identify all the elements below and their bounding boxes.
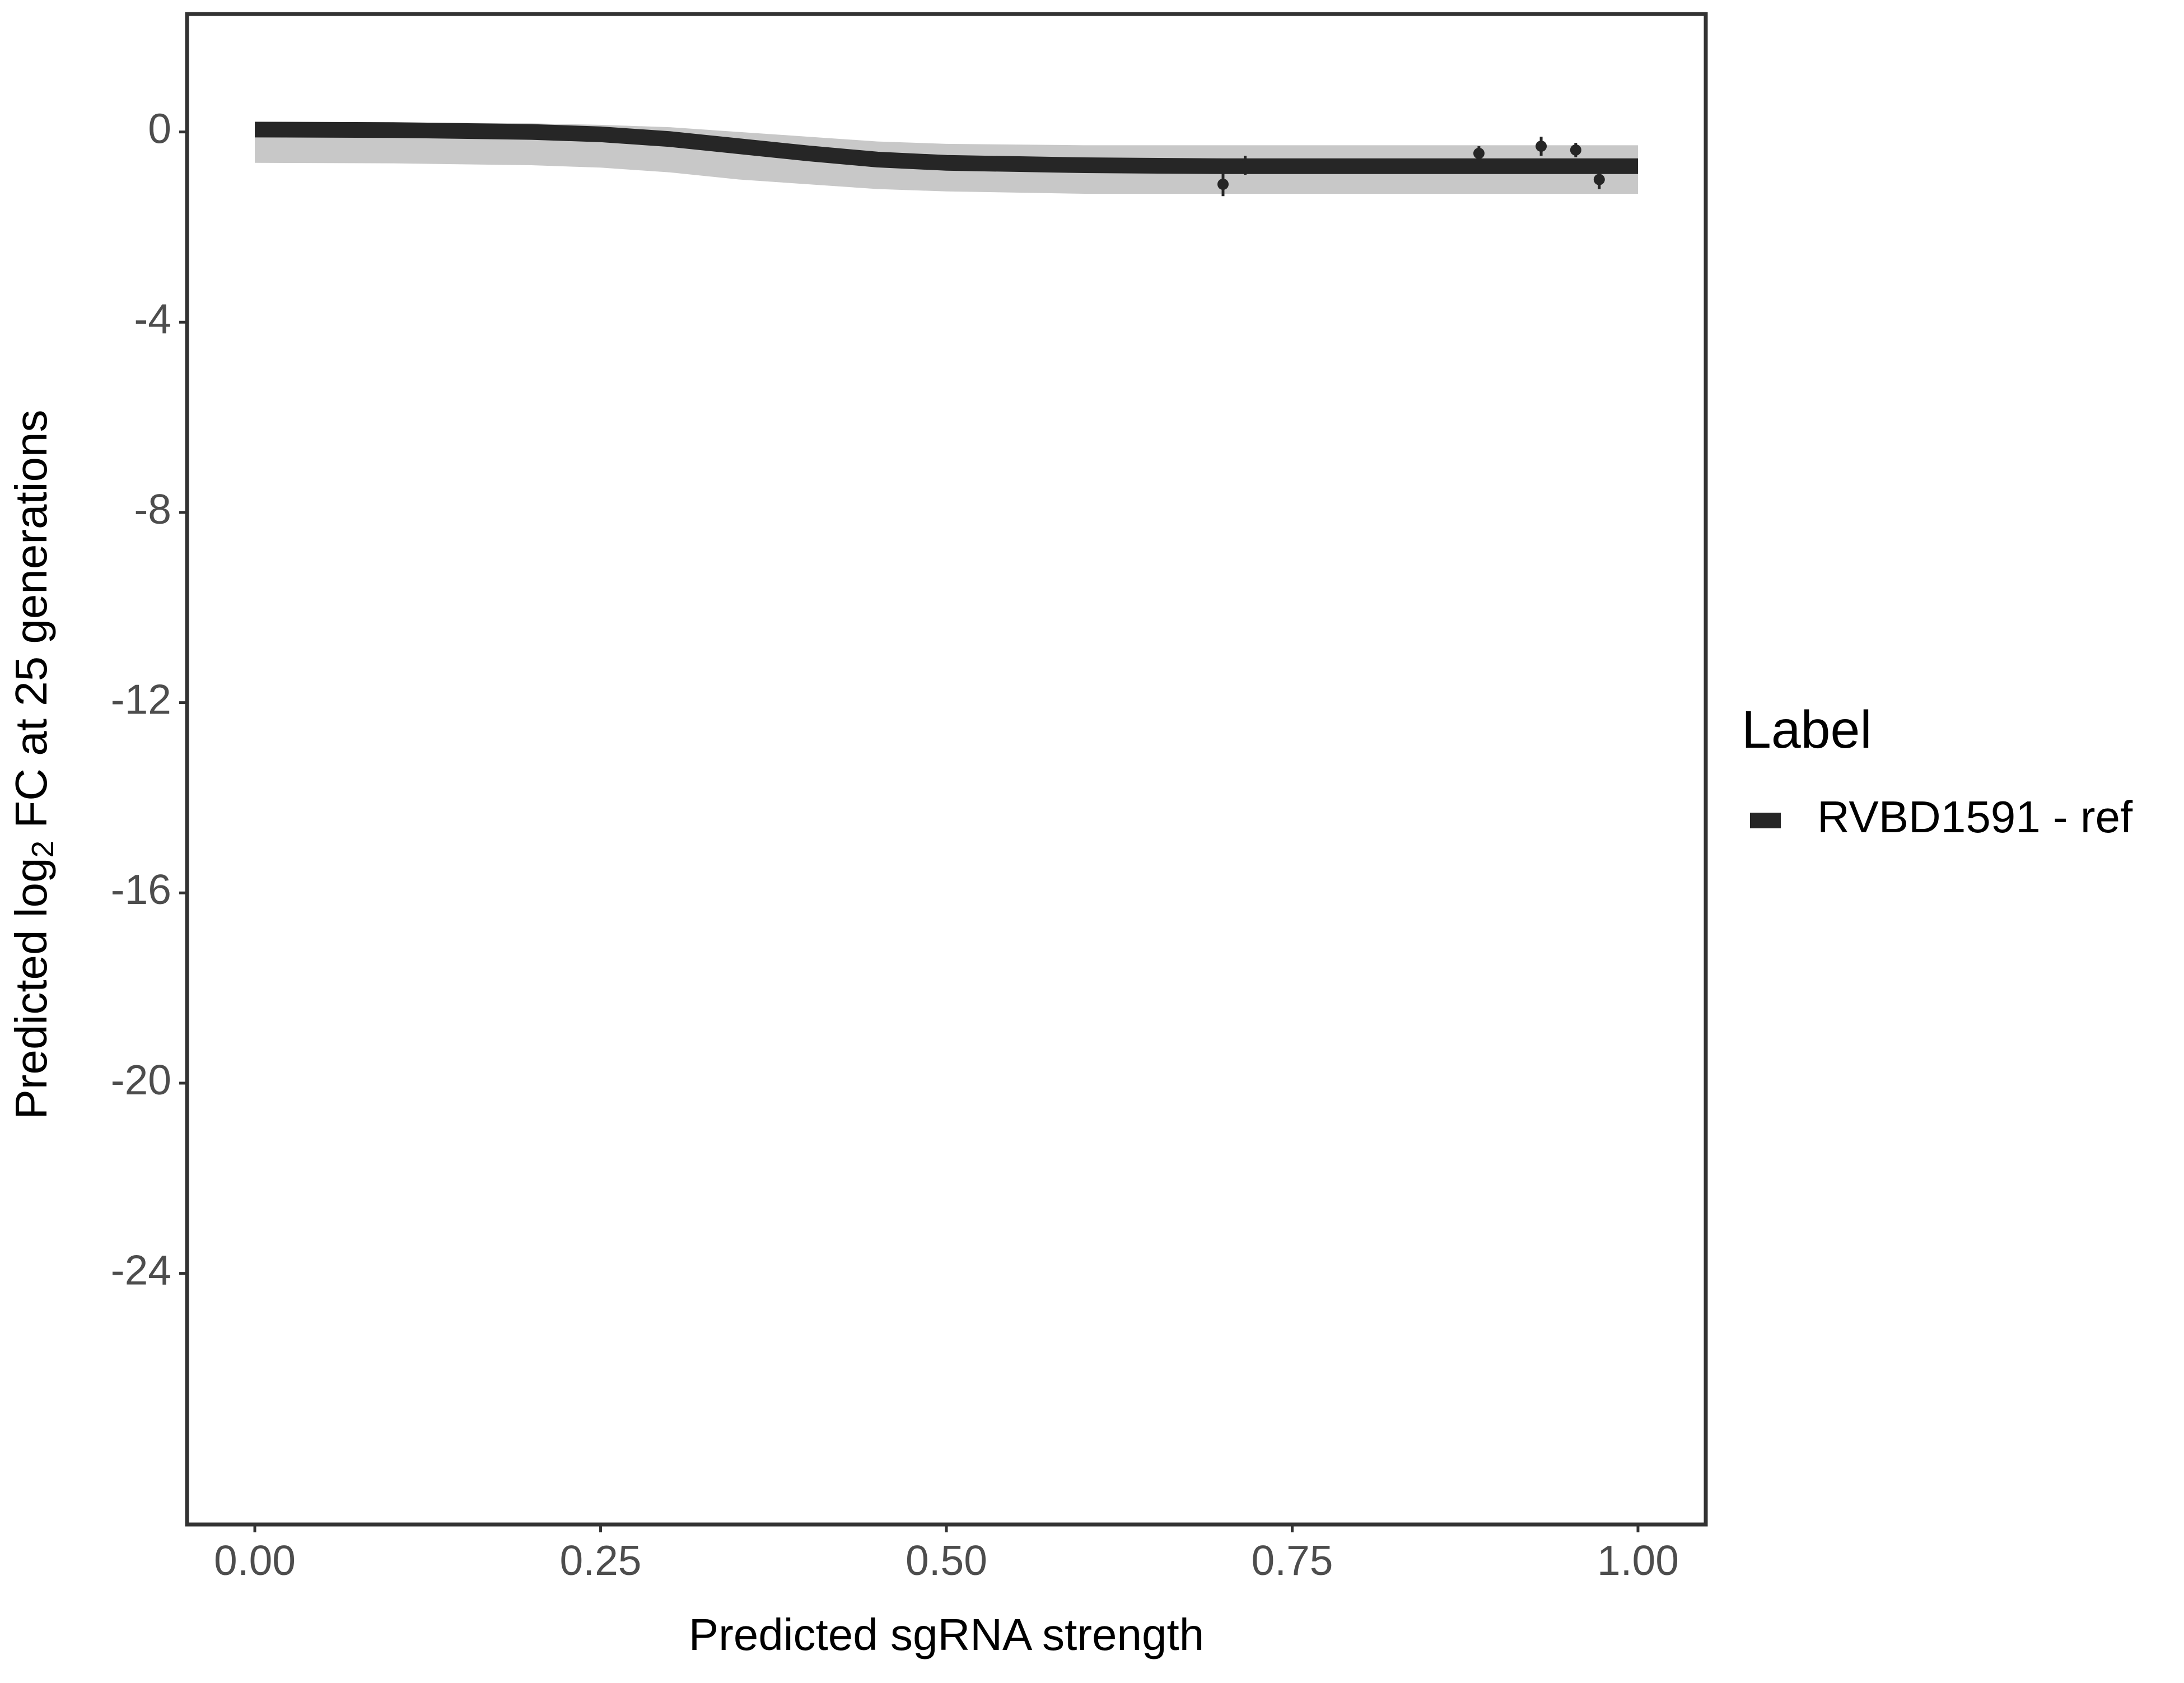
data-point [1593,174,1605,185]
x-tick-label: 0.25 [560,1537,642,1584]
data-point [1217,179,1229,190]
panel-border [185,12,1708,1527]
fit-line [254,122,1638,174]
data-point [1473,147,1485,159]
y-tick-label: -8 [134,486,171,533]
y-tick-label: -4 [134,295,171,342]
y-tick-label: -16 [111,866,171,913]
x-tick-label: 1.00 [1597,1537,1679,1584]
data-point [1570,144,1581,156]
legend-key [1750,813,1781,828]
legend-title: Label [1742,700,1872,759]
y-tick-label: -20 [111,1056,171,1103]
y-axis-title: Predicted log2 FC at 25 generations [6,410,59,1120]
x-tick-label: 0.50 [906,1537,987,1584]
data-point [1536,141,1547,152]
y-title-part: FC at 25 generations [6,410,56,841]
x-tick-label: 0.75 [1251,1537,1333,1584]
x-tick-label: 0.00 [214,1537,296,1584]
legend-label: RVBD1591 - ref [1817,792,2133,842]
x-axis-title: Predicted sgRNA strength [689,1610,1204,1659]
y-title-sub: 2 [25,841,60,858]
y-tick-label: -24 [111,1246,171,1293]
y-tick-label: -12 [111,675,171,722]
data-point [1239,160,1251,171]
y-tick-label: 0 [148,105,171,152]
y-title-part: Predicted log [6,857,56,1119]
